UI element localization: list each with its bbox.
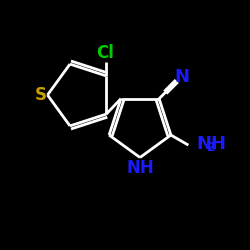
Text: N: N [175, 68, 190, 86]
Text: NH: NH [196, 136, 226, 154]
Text: S: S [34, 86, 46, 104]
Text: Cl: Cl [96, 44, 114, 62]
Text: 2: 2 [208, 141, 216, 154]
Text: NH: NH [126, 159, 154, 177]
